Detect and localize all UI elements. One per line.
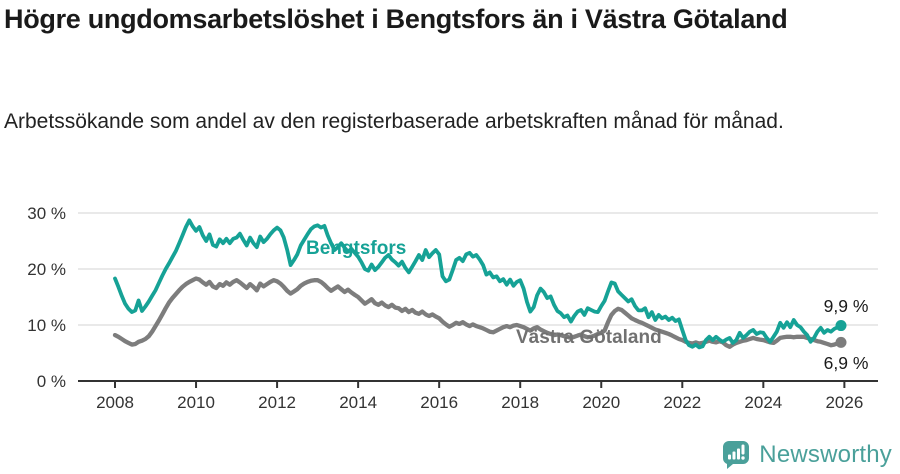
latest-value-label: 6,9 % bbox=[824, 353, 869, 373]
x-axis-label: 2012 bbox=[258, 393, 296, 412]
logo-bar-1 bbox=[728, 454, 732, 460]
logo-exclamation-icon bbox=[741, 444, 745, 455]
x-axis-label: 2010 bbox=[177, 393, 215, 412]
chart-subtitle: Arbetssökande som andel av den registerb… bbox=[4, 110, 784, 133]
x-axis-label: 2020 bbox=[582, 393, 620, 412]
x-axis-label: 2024 bbox=[744, 393, 782, 412]
series-label: Västra Götaland bbox=[516, 327, 662, 348]
line-chart: 0 % 10 % 20 % 30 % 2008 2010 2012 2014 2016 2018 2… bbox=[27, 204, 878, 412]
series-label: Bengtsfors bbox=[306, 238, 406, 259]
latest-value-label: 9,9 % bbox=[824, 296, 869, 316]
series-end-dot bbox=[835, 320, 847, 332]
x-axis-label: 2026 bbox=[825, 393, 863, 412]
y-axis-label: 30 % bbox=[27, 204, 66, 223]
x-axis-label: 2018 bbox=[501, 393, 539, 412]
newsworthy-logo-text: Newsworthy bbox=[759, 440, 892, 468]
x-axis-label: 2008 bbox=[96, 393, 134, 412]
y-axis-label: 0 % bbox=[37, 372, 66, 391]
chart-title: Högre ungdomsarbetslöshet i Bengtsfors ä… bbox=[4, 4, 788, 34]
series-line-bengtsfors bbox=[113, 218, 843, 350]
newsworthy-logo: Newsworthy bbox=[722, 440, 892, 469]
x-axis-label: 2016 bbox=[420, 393, 458, 412]
y-axis-label: 20 % bbox=[27, 260, 66, 279]
series-line-v-stra-g-taland bbox=[112, 276, 844, 349]
series-end-dot bbox=[835, 336, 847, 348]
logo-exclamation-dot bbox=[741, 456, 745, 460]
x-axis-label: 2014 bbox=[339, 393, 377, 412]
logo-bubble bbox=[723, 441, 750, 469]
y-axis-label: 10 % bbox=[27, 316, 66, 335]
x-axis-label: 2022 bbox=[663, 393, 701, 412]
logo-bar-3 bbox=[737, 448, 741, 460]
logo-bar-2 bbox=[732, 451, 736, 460]
newsworthy-logo-icon bbox=[723, 441, 750, 469]
